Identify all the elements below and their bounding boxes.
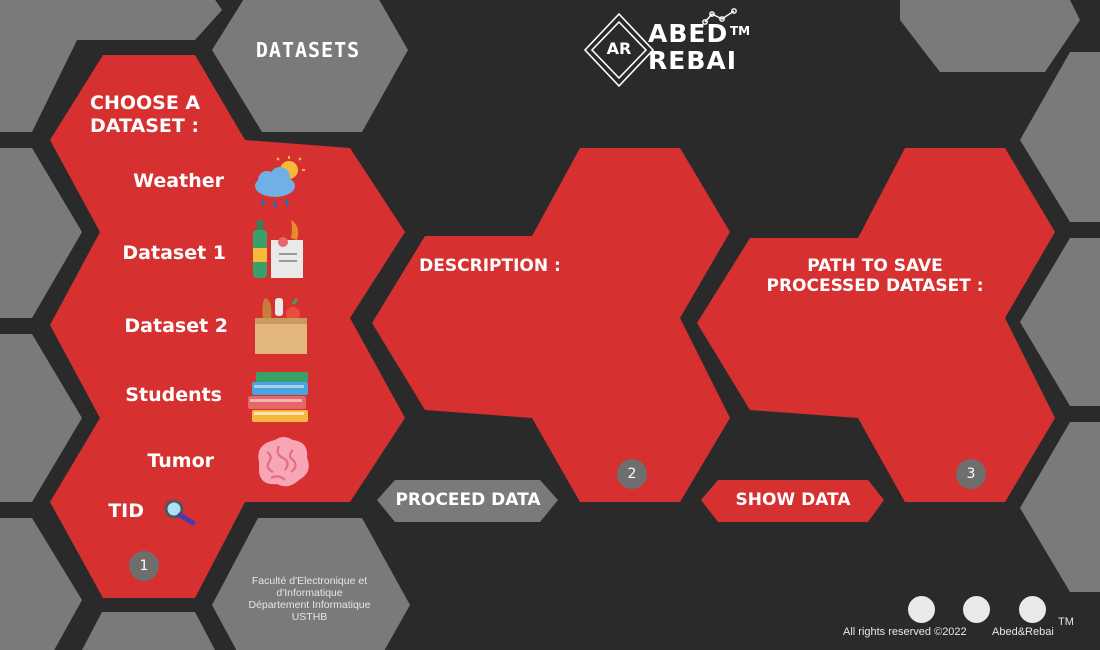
faculty-line1: Faculté d'Electronique et — [251, 575, 368, 587]
path-title: PATH TO SAVE PROCESSED DATASET : — [745, 256, 1005, 296]
step-badge-2: 2 — [617, 459, 647, 489]
footer-brand: Abed&Rebai — [992, 626, 1054, 638]
hex-gray-bottom-left — [82, 612, 215, 650]
logo-badge: AR — [606, 39, 632, 58]
choose-title-line1: CHOOSE A — [90, 92, 201, 114]
step-badge-3: 3 — [956, 459, 986, 489]
faculty-line4: USTHB — [291, 611, 328, 623]
faculty-info: Faculté d'Electronique et d'Informatique… — [222, 575, 397, 623]
hex-gray-bottom-mid — [212, 518, 410, 650]
description-title: DESCRIPTION : — [419, 256, 561, 276]
nav-dot-1[interactable] — [908, 596, 935, 623]
groceries-bottle-bread-icon[interactable] — [247, 218, 309, 280]
show-data-button-shape[interactable] — [701, 480, 884, 522]
hex-red-datasets — [50, 55, 405, 598]
logo-wordmark: ABED REBAI — [648, 20, 737, 74]
dataset-item-weather[interactable]: Weather — [133, 170, 224, 192]
weather-cloud-rain-sun-icon[interactable] — [247, 152, 309, 214]
path-title-line1: PATH TO SAVE — [807, 256, 943, 276]
hex-red-description — [372, 148, 730, 502]
hex-gray-top-small — [55, 0, 222, 40]
hex-gray-right-1 — [1020, 52, 1100, 222]
hex-gray-left-1 — [0, 0, 82, 132]
choose-dataset-title: CHOOSE A DATASET : — [90, 92, 250, 138]
faculty-line2: d'Informatique — [276, 587, 343, 599]
logo-trademark: TM — [730, 24, 751, 38]
logo-line1: ABED — [648, 19, 729, 48]
grocery-bag-icon[interactable] — [249, 294, 311, 356]
nav-dot-3[interactable] — [1019, 596, 1046, 623]
hex-gray-right-3 — [1020, 422, 1100, 592]
hex-red-path — [697, 148, 1055, 502]
path-title-line2: PROCESSED DATASET : — [766, 276, 984, 296]
stacked-books-icon[interactable] — [246, 366, 308, 428]
step-badge-1: 1 — [129, 551, 159, 581]
nav-dot-2[interactable] — [963, 596, 990, 623]
footer-trademark: TM — [1058, 616, 1074, 628]
nav-title-datasets[interactable]: DATASETS — [255, 38, 361, 62]
dataset-item-tumor[interactable]: Tumor — [147, 450, 214, 472]
copyright-text: All rights reserved ©2022 — [843, 626, 967, 638]
proceed-data-button-shape[interactable] — [377, 480, 558, 522]
hex-gray-left-2 — [0, 148, 82, 318]
logo-line2: REBAI — [648, 46, 738, 75]
dataset-item-students[interactable]: Students — [125, 384, 222, 406]
choose-title-line2: DATASET : — [90, 115, 200, 137]
brain-tissue-icon[interactable] — [249, 432, 311, 494]
faculty-line3: Département Informatique — [248, 599, 371, 611]
hex-gray-left-4 — [0, 518, 82, 650]
hex-gray-right-2 — [1020, 238, 1100, 406]
dataset-item-dataset-2[interactable]: Dataset 2 — [124, 315, 228, 337]
dataset-item-tid[interactable]: TID — [108, 500, 144, 522]
hex-gray-right-top — [900, 0, 1080, 72]
magnifier-icon[interactable] — [160, 497, 200, 527]
hex-gray-left-3 — [0, 334, 82, 502]
logo-trend-icon — [702, 8, 737, 25]
dataset-item-dataset-1[interactable]: Dataset 1 — [122, 242, 226, 264]
logo-diamond-icon — [583, 12, 655, 88]
hex-gray-nav — [212, 0, 408, 132]
